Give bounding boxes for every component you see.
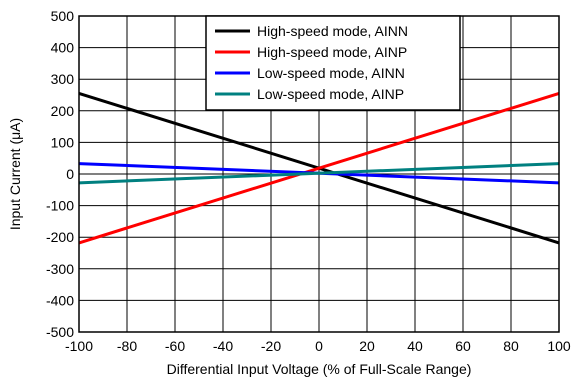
y-tick-label: -500 (46, 324, 74, 340)
x-tick-label: 40 (407, 338, 423, 354)
legend-entry-4: Low-speed mode, AINP (257, 86, 404, 102)
legend-entry-3: Low-speed mode, AINN (257, 65, 405, 81)
x-tick-label: 100 (547, 338, 571, 354)
x-tick-label: 20 (359, 338, 375, 354)
x-tick-label: 0 (315, 338, 323, 354)
x-tick-label: -20 (261, 338, 281, 354)
x-tick-label: -40 (213, 338, 233, 354)
x-tick-label: -60 (165, 338, 185, 354)
x-tick-label: -100 (65, 338, 93, 354)
series-line-4 (78, 162, 560, 185)
y-tick-label: -200 (46, 229, 74, 245)
y-tick-label: 500 (51, 8, 75, 24)
y-tick-label: -100 (46, 198, 74, 214)
y-axis-label: Input Current (μA) (7, 118, 23, 230)
legend-entry-2: High-speed mode, AINP (257, 44, 407, 60)
y-tick-label: 100 (51, 134, 75, 150)
series-line-2 (78, 91, 560, 245)
y-tick-label: 300 (51, 71, 75, 87)
x-tick-label: 80 (503, 338, 519, 354)
y-tick-label: 0 (66, 166, 74, 182)
y-tick-label: -400 (46, 292, 74, 308)
tick-labels: -100 -80 -60 -40 -20 0 20 40 60 80 100-500-400-300… (46, 8, 571, 354)
y-tick-label: -300 (46, 261, 74, 277)
y-tick-label: 200 (51, 103, 75, 119)
y-tick-label: 400 (51, 40, 75, 56)
x-tick-label: 60 (455, 338, 471, 354)
legend: High-speed mode, AINN High-speed mode, AI… (205, 15, 461, 111)
series-lines (78, 91, 560, 245)
x-axis-label: Differential Input Voltage (% of Full-Sc… (167, 361, 472, 377)
x-tick-label: -80 (117, 338, 137, 354)
legend-entry-1: High-speed mode, AINN (257, 23, 408, 39)
